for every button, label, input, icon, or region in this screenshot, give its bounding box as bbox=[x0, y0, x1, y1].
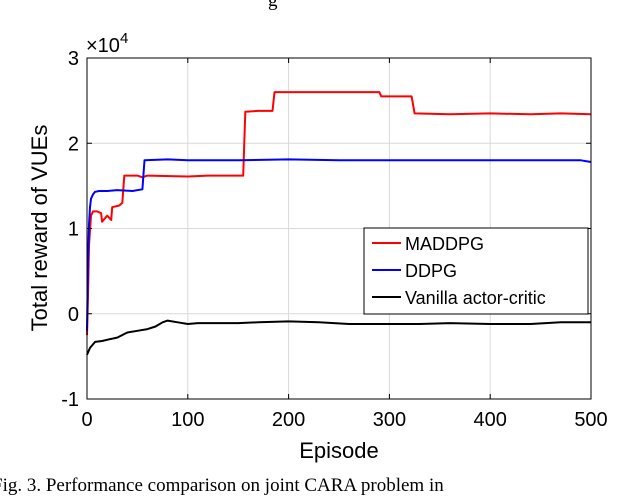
legend-box bbox=[363, 227, 589, 315]
y-tick-label: 3 bbox=[68, 48, 79, 70]
x-tick-label: 500 bbox=[574, 409, 607, 431]
legend: MADDPG DDPG Vanilla actor-critic bbox=[363, 227, 589, 315]
y-tick-label: 1 bbox=[68, 219, 79, 241]
x-tick-label: 300 bbox=[373, 409, 406, 431]
y-multiplier-label: ×104 bbox=[86, 30, 128, 57]
x-tick-label: 0 bbox=[81, 409, 92, 431]
y-tick-label: 0 bbox=[68, 304, 79, 326]
y-tick-label: -1 bbox=[61, 389, 79, 411]
series-lines bbox=[86, 91, 592, 356]
x-axis-title: Episode bbox=[299, 438, 379, 463]
x-tick-label: 100 bbox=[171, 409, 204, 431]
x-tick-label: 200 bbox=[272, 409, 305, 431]
series-line-maddpg bbox=[86, 91, 592, 336]
top-caption-fragment: g bbox=[268, 0, 278, 11]
series-line-vanilla-actor-critic bbox=[86, 319, 591, 356]
y-axis-title: Total reward of VUEs bbox=[27, 125, 52, 332]
bottom-caption-fragment: Fig. 3. Performance comparison on joint … bbox=[0, 475, 444, 496]
y-multiplier-exponent: 4 bbox=[120, 30, 128, 47]
legend-label-vanilla-actor-critic: Vanilla actor-critic bbox=[405, 288, 546, 308]
series-line-ddpg bbox=[86, 158, 592, 331]
legend-label-ddpg: DDPG bbox=[405, 261, 457, 281]
y-multiplier-base: ×10 bbox=[86, 35, 120, 57]
x-tick-label: 400 bbox=[474, 409, 507, 431]
y-tick-label: 2 bbox=[68, 133, 79, 155]
legend-label-maddpg: MADDPG bbox=[405, 234, 484, 254]
